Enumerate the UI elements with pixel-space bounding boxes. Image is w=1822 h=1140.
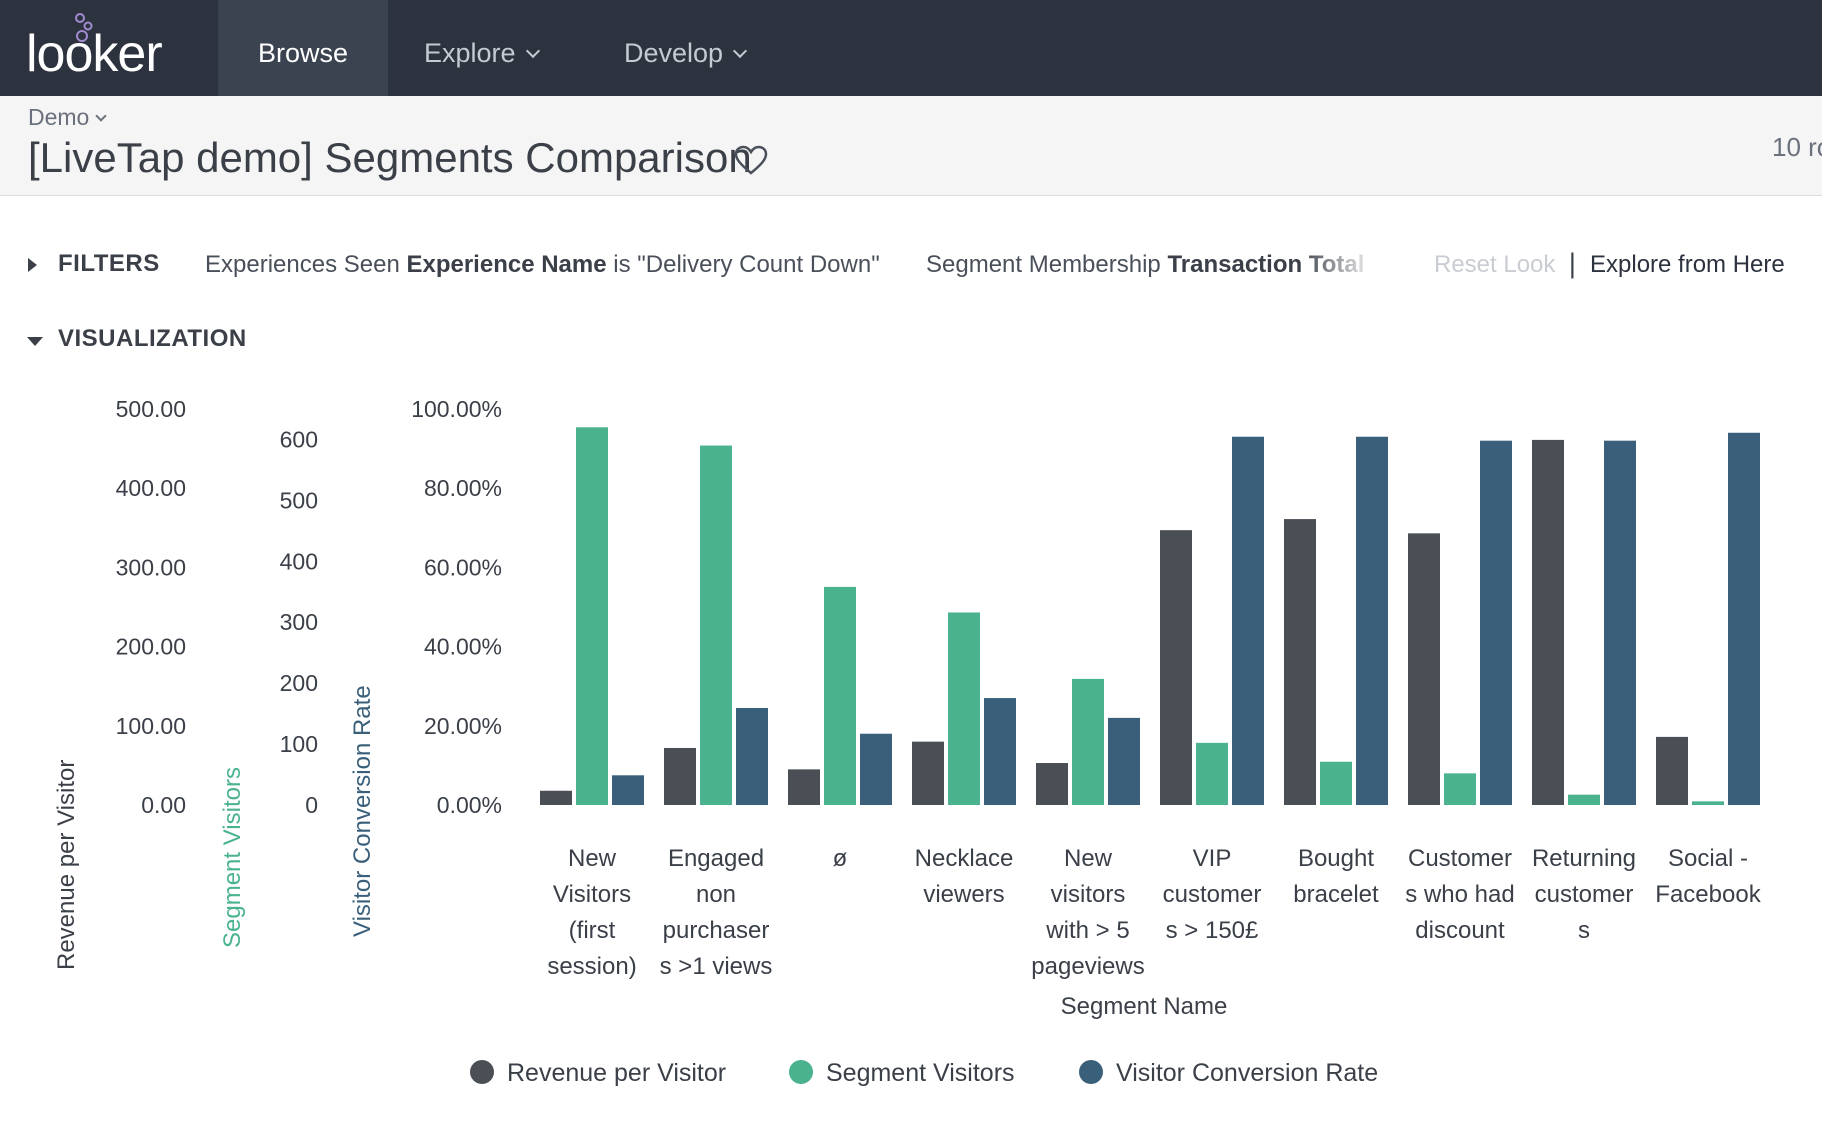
y-axis-3-tick-label: 80.00% xyxy=(424,475,502,501)
bar-visitor-conversion-rate[interactable] xyxy=(1356,436,1388,805)
reset-look-link[interactable]: Reset Look xyxy=(1434,251,1556,278)
x-tick-label: Social -Facebook xyxy=(1655,845,1761,908)
legend-marker-segment-visitors xyxy=(789,1060,813,1084)
collapse-visualization-icon[interactable] xyxy=(27,337,43,346)
filter-experience[interactable]: Experiences Seen Experience Name is "Del… xyxy=(205,251,880,278)
y-axis-1-tick-label: 400.00 xyxy=(116,475,186,501)
bar-revenue-per-visitor[interactable] xyxy=(1532,439,1564,805)
bar-visitor-conversion-rate[interactable] xyxy=(612,775,644,805)
y-axis-1-tick-label: 500.00 xyxy=(116,396,186,422)
y-axis-2-tick-label: 400 xyxy=(280,548,318,574)
bar-segment-visitors[interactable] xyxy=(576,427,608,805)
bar-visitor-conversion-rate[interactable] xyxy=(1480,440,1512,805)
bar-segment-visitors[interactable] xyxy=(1568,794,1600,805)
expand-filters-icon[interactable] xyxy=(28,258,37,272)
bar-revenue-per-visitor[interactable] xyxy=(540,790,572,805)
page-title: [LiveTap demo] Segments Comparison xyxy=(28,134,752,181)
bar-revenue-per-visitor[interactable] xyxy=(1656,736,1688,805)
bar-revenue-per-visitor[interactable] xyxy=(1284,519,1316,805)
y-axis-2-tick-label: 100 xyxy=(280,731,318,757)
chevron-down-icon xyxy=(95,110,108,122)
y-axis-2-tick-label: 200 xyxy=(280,670,318,696)
filter-overflow-fade xyxy=(1300,246,1390,282)
bar-segment-visitors[interactable] xyxy=(1072,678,1104,805)
x-tick-label: New visitors with > 5 pageviews xyxy=(1031,845,1144,980)
nav-develop[interactable]: Develop xyxy=(584,0,785,96)
y-axis-3-tick-label: 40.00% xyxy=(424,634,502,660)
x-axis-title: Segment Name xyxy=(1061,993,1228,1020)
bar-segment-visitors[interactable] xyxy=(1692,801,1724,805)
bar-segment-visitors[interactable] xyxy=(824,586,856,805)
y-axis-3-tick-label: 0.00% xyxy=(437,792,502,818)
bar-segment-visitors[interactable] xyxy=(700,445,732,805)
segments-bar-chart: 0.00 100.00 200.00 300.00 400.00 500.00 Revenu… xyxy=(53,396,1762,1087)
y-axis-1-tick-label: 100.00 xyxy=(116,713,186,739)
bar-visitor-conversion-rate[interactable] xyxy=(736,707,768,805)
breadcrumb[interactable]: Demo xyxy=(28,104,108,131)
y-axis-2-tick-label: 0 xyxy=(305,792,318,818)
bar-revenue-per-visitor[interactable] xyxy=(664,747,696,805)
bar-revenue-per-visitor[interactable] xyxy=(788,769,820,805)
x-tick-label: Bought bracelet xyxy=(1293,845,1379,908)
x-tick-label: ø xyxy=(833,845,848,872)
bar-revenue-per-visitor[interactable] xyxy=(1408,533,1440,805)
bar-visitor-conversion-rate[interactable] xyxy=(984,698,1016,805)
top-nav: looker Browse Explore Develop xyxy=(0,0,1822,96)
x-tick-label: New Visitors (first session) xyxy=(547,845,636,980)
y-axis-3-tick-label: 20.00% xyxy=(424,713,502,739)
bar-revenue-per-visitor[interactable] xyxy=(1036,763,1068,805)
link-separator: | xyxy=(1568,249,1577,279)
bar-segment-visitors[interactable] xyxy=(1320,761,1352,805)
y-axis-2-title: Segment Visitors xyxy=(219,767,246,948)
y-axis-2-tick-label: 500 xyxy=(280,487,318,513)
y-axis-1-tick-label: 300.00 xyxy=(116,554,186,580)
heart-icon[interactable] xyxy=(734,145,768,175)
bar-revenue-per-visitor[interactable] xyxy=(1160,530,1192,805)
legend-marker-visitor-conversion-rate xyxy=(1079,1060,1103,1084)
chevron-down-icon xyxy=(525,43,540,59)
y-axis-3-title: Visitor Conversion Rate xyxy=(349,685,376,937)
legend-label[interactable]: Revenue per Visitor xyxy=(507,1059,726,1087)
x-tick-label: VIP customer s > 150£ xyxy=(1163,845,1262,944)
y-axis-3-tick-label: 60.00% xyxy=(424,554,502,580)
y-axis-2-tick-label: 600 xyxy=(280,426,318,452)
bar-visitor-conversion-rate[interactable] xyxy=(1108,717,1140,805)
y-axis-1-title: Revenue per Visitor xyxy=(53,760,80,970)
nav-explore[interactable]: Explore xyxy=(384,0,578,96)
x-tick-label: Necklace viewers xyxy=(915,845,1014,908)
bar-segment-visitors[interactable] xyxy=(1444,773,1476,805)
x-tick-label: Customer s who had discount xyxy=(1405,845,1514,944)
y-axis-1-tick-label: 0.00 xyxy=(141,792,186,818)
bar-visitor-conversion-rate[interactable] xyxy=(1232,436,1264,805)
chevron-down-icon xyxy=(732,43,748,59)
y-axis-1-tick-label: 200.00 xyxy=(116,634,186,660)
bar-visitor-conversion-rate[interactable] xyxy=(1728,432,1760,805)
filter-transaction-total[interactable]: Segment Membership Transaction Total xyxy=(926,251,1365,278)
x-tick-label: Returning customer s xyxy=(1532,845,1636,944)
nav-browse[interactable]: Browse xyxy=(218,0,389,96)
legend-marker-revenue-per-visitor xyxy=(470,1060,494,1084)
bar-revenue-per-visitor[interactable] xyxy=(912,741,944,805)
row-count: 10 ro xyxy=(1772,132,1822,162)
bar-visitor-conversion-rate[interactable] xyxy=(860,733,892,805)
legend-label[interactable]: Visitor Conversion Rate xyxy=(1116,1059,1378,1087)
looker-logo[interactable]: looker xyxy=(26,10,186,86)
logo-wordmark: looker xyxy=(26,25,163,83)
bar-visitor-conversion-rate[interactable] xyxy=(1604,440,1636,805)
filters-toggle[interactable]: FILTERS xyxy=(58,250,160,277)
look-header: Demo [LiveTap demo] Segments Comparison … xyxy=(0,96,1822,196)
legend-label[interactable]: Segment Visitors xyxy=(826,1059,1015,1087)
y-axis-2-tick-label: 300 xyxy=(280,609,318,635)
bar-segment-visitors[interactable] xyxy=(948,612,980,805)
visualization-toggle[interactable]: VISUALIZATION xyxy=(58,325,247,352)
x-tick-label: Engaged non purchaser s >1 views xyxy=(660,845,773,980)
bar-segment-visitors[interactable] xyxy=(1196,742,1228,805)
logo-rings-icon xyxy=(75,13,93,42)
y-axis-3-tick-label: 100.00% xyxy=(411,396,502,422)
explore-from-here-link[interactable]: Explore from Here xyxy=(1590,251,1785,278)
